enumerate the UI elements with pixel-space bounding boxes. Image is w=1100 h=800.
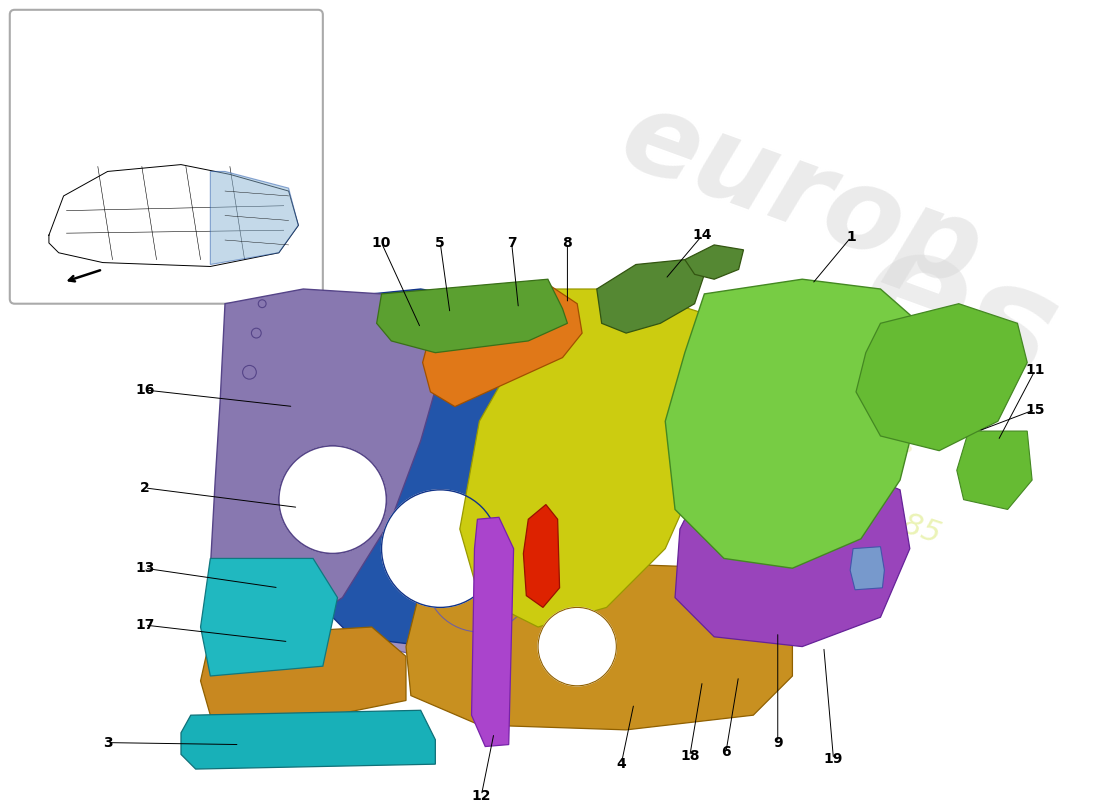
Text: 13: 13: [135, 562, 154, 575]
Polygon shape: [376, 279, 568, 353]
Text: es: es: [842, 210, 1076, 417]
Polygon shape: [200, 558, 338, 676]
Polygon shape: [850, 546, 884, 590]
Text: 1: 1: [846, 230, 856, 244]
Text: 14: 14: [693, 228, 712, 242]
Text: 4: 4: [616, 757, 626, 771]
Text: 18: 18: [680, 750, 700, 763]
Text: 3: 3: [102, 736, 112, 750]
Text: 5: 5: [436, 236, 446, 250]
Polygon shape: [294, 289, 578, 646]
Circle shape: [426, 524, 534, 632]
Polygon shape: [524, 505, 560, 607]
Text: a passion for parts: a passion for parts: [688, 364, 916, 459]
Polygon shape: [597, 260, 704, 333]
Circle shape: [278, 446, 386, 554]
Text: 16: 16: [135, 383, 154, 397]
Text: 10: 10: [372, 236, 392, 250]
Text: 7: 7: [507, 236, 517, 250]
Polygon shape: [957, 431, 1032, 510]
Polygon shape: [472, 518, 514, 746]
Text: since 1985: since 1985: [778, 470, 945, 549]
FancyBboxPatch shape: [10, 10, 322, 304]
Polygon shape: [342, 304, 616, 666]
Polygon shape: [685, 245, 744, 279]
Circle shape: [382, 490, 499, 607]
Text: 12: 12: [472, 789, 491, 800]
Polygon shape: [182, 710, 436, 769]
Polygon shape: [666, 279, 920, 568]
Text: 17: 17: [135, 618, 154, 632]
Text: 9: 9: [773, 736, 782, 750]
Text: 2: 2: [140, 481, 150, 495]
Polygon shape: [675, 461, 910, 646]
Polygon shape: [406, 563, 792, 730]
Polygon shape: [422, 284, 582, 406]
Text: 8: 8: [562, 236, 572, 250]
Polygon shape: [200, 627, 406, 715]
Polygon shape: [210, 171, 298, 265]
Polygon shape: [210, 289, 440, 637]
Polygon shape: [856, 304, 1027, 450]
Text: 19: 19: [824, 752, 844, 766]
Text: 15: 15: [1025, 402, 1045, 417]
Text: 6: 6: [722, 746, 730, 759]
Circle shape: [538, 607, 616, 686]
Text: 11: 11: [1025, 363, 1045, 378]
Polygon shape: [460, 289, 724, 627]
Text: europ: europ: [607, 80, 997, 312]
